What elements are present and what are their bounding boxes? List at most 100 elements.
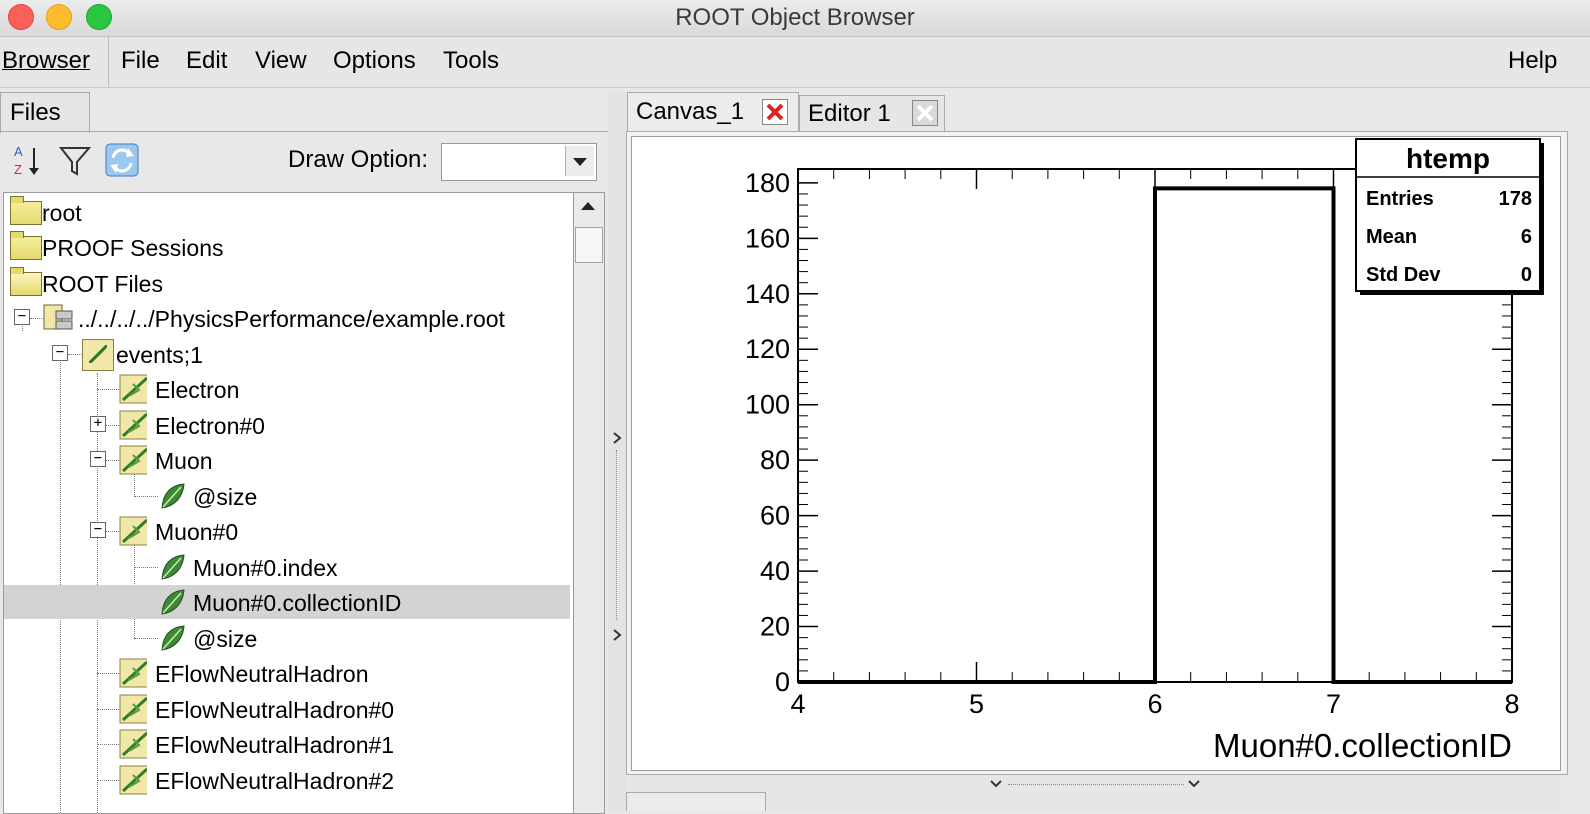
branch-icon <box>119 694 147 724</box>
menu-file[interactable]: File <box>121 47 160 74</box>
chevron-down-icon[interactable] <box>1186 778 1202 790</box>
y-tick-label: 80 <box>760 445 790 475</box>
minimize-window-button[interactable] <box>46 4 72 30</box>
tab-files-label: Files <box>10 99 61 126</box>
chevron-down-icon[interactable] <box>565 146 594 176</box>
close-window-button[interactable] <box>8 4 34 30</box>
splitter-grip <box>616 450 617 620</box>
collapse-icon[interactable]: − <box>14 309 30 325</box>
folder-icon <box>10 231 42 260</box>
scroll-up-icon[interactable] <box>578 199 598 213</box>
chevron-right-icon[interactable] <box>610 627 624 643</box>
tree-connector <box>134 567 158 568</box>
stats-label: Mean <box>1366 226 1417 248</box>
tab-canvas-1-label: Canvas_1 <box>636 98 745 125</box>
x-tick-label: 4 <box>790 689 805 719</box>
collapse-icon[interactable]: − <box>90 451 106 467</box>
draw-option-select[interactable] <box>441 143 597 181</box>
y-tick-label: 120 <box>745 334 790 364</box>
tree-connector <box>30 318 44 319</box>
tree-connector <box>134 496 158 497</box>
stats-value: 6 <box>1521 226 1532 248</box>
refresh-icon[interactable] <box>104 142 140 178</box>
branch-icon <box>119 516 147 546</box>
tree-connector <box>105 425 119 426</box>
leaf-icon <box>161 554 185 580</box>
y-tick-label: 60 <box>760 501 790 531</box>
tree-item-eflowneutralhadron-2[interactable]: EFlowNeutralHadron#2 <box>4 763 570 797</box>
object-tree[interactable]: root PROOF Sessions ROOT Files − ../../.… <box>3 192 574 814</box>
y-tick-label: 0 <box>775 667 790 697</box>
collapse-icon[interactable]: − <box>52 345 68 361</box>
menu-options[interactable]: Options <box>333 47 416 74</box>
x-tick-label: 7 <box>1326 689 1341 719</box>
chevron-right-icon[interactable] <box>610 430 624 446</box>
tree-item-muon-size[interactable]: @size <box>4 479 570 513</box>
tree-item-root[interactable]: root <box>4 195 570 229</box>
zoom-window-button[interactable] <box>86 4 112 30</box>
pane-splitter[interactable] <box>608 92 626 812</box>
menu-help[interactable]: Help <box>1508 47 1558 74</box>
svg-text:Z: Z <box>14 162 22 177</box>
svg-text:A: A <box>14 144 23 159</box>
tree-connector <box>134 473 135 495</box>
tree-item-root-file[interactable]: − ../../../../PhysicsPerformance/example… <box>4 301 570 335</box>
folder-icon <box>10 196 42 225</box>
tree-item-eflowneutralhadron-1[interactable]: EFlowNeutralHadron#1 <box>4 727 570 761</box>
branch-icon <box>119 445 147 475</box>
tree-scrollbar[interactable] <box>573 192 605 814</box>
tree-item-muon-0-collectionid[interactable]: Muon#0.collectionID <box>4 585 570 619</box>
x-tick-label: 6 <box>1147 689 1162 719</box>
collapse-icon[interactable]: − <box>90 522 106 538</box>
histogram-bar <box>798 186 1512 684</box>
menu-edit[interactable]: Edit <box>186 47 228 74</box>
leaf-icon <box>161 625 185 651</box>
branch-icon <box>119 658 147 688</box>
menu-browser[interactable]: Browser <box>2 47 91 74</box>
draw-option-label: Draw Option: <box>288 146 429 173</box>
tree-item-muon-0-index[interactable]: Muon#0.index <box>4 550 570 584</box>
histogram-canvas[interactable]: 0 20 40 60 80 100 120 140 160 180 4 5 6 7 8 Muon#0.coll… <box>631 136 1561 771</box>
scrollbar-thumb[interactable] <box>575 227 603 263</box>
tree-item-electron[interactable]: Electron <box>4 372 570 406</box>
branch-icon <box>119 765 147 795</box>
chevron-down-icon[interactable] <box>988 778 1004 790</box>
filter-icon[interactable] <box>58 144 92 178</box>
tree-item-root-files[interactable]: ROOT Files <box>4 266 570 300</box>
tree-connector <box>68 354 82 355</box>
y-tick-label: 140 <box>745 279 790 309</box>
close-icon[interactable] <box>762 99 788 125</box>
menu-tools[interactable]: Tools <box>443 47 500 74</box>
tree-item-proof-sessions[interactable]: PROOF Sessions <box>4 230 570 264</box>
expand-icon[interactable]: + <box>90 416 106 432</box>
stats-label: Std Dev <box>1366 264 1441 286</box>
tab-editor-1[interactable]: Editor 1 <box>799 95 945 131</box>
tab-files[interactable]: Files <box>0 92 90 133</box>
tree-connector <box>97 389 119 390</box>
splitter-grip <box>1008 784 1184 785</box>
leaf-icon <box>161 589 185 615</box>
tree-item-events[interactable]: − events;1 <box>4 337 570 371</box>
menu-view[interactable]: View <box>255 47 307 74</box>
tree-item-muon-0[interactable]: − Muon#0 <box>4 514 570 548</box>
tree-connector <box>97 780 119 781</box>
close-icon[interactable] <box>912 100 938 126</box>
bottom-splitter[interactable] <box>626 776 1566 812</box>
sort-icon[interactable]: A Z <box>12 142 46 178</box>
tree-item-electron-0[interactable]: + Electron#0 <box>4 408 570 442</box>
tree-item-muon[interactable]: − Muon <box>4 443 570 477</box>
y-tick-label: 160 <box>745 223 790 253</box>
tree-item-eflowneutralhadron[interactable]: EFlowNeutralHadron <box>4 656 570 690</box>
tab-canvas-1[interactable]: Canvas_1 <box>627 92 799 131</box>
open-folder-icon <box>10 267 42 296</box>
leaf-icon <box>161 483 185 509</box>
x-tick-label: 8 <box>1504 689 1519 719</box>
x-tick-label: 5 <box>969 689 984 719</box>
tab-stub[interactable] <box>626 792 766 811</box>
y-tick-label: 20 <box>760 612 790 642</box>
tree-item-muon-0-size[interactable]: @size <box>4 621 570 655</box>
tree-connector <box>97 709 119 710</box>
tree-connector <box>97 673 119 674</box>
tree-item-eflowneutralhadron-0[interactable]: EFlowNeutralHadron#0 <box>4 692 570 726</box>
